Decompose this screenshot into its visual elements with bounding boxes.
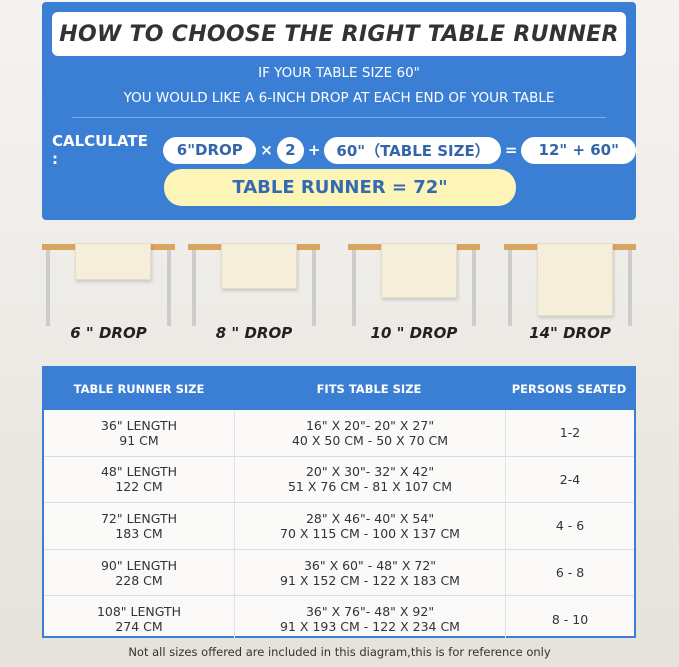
equals-sign: = (504, 141, 518, 159)
table-leg (192, 250, 196, 326)
result-pill: TABLE RUNNER = 72" (164, 169, 516, 206)
table-leg (508, 250, 512, 326)
size-inches: 48" LENGTH (100, 464, 178, 480)
fits-size-cell: 16" X 20"- 20" X 27" 40 X 50 CM - 50 X 70… (234, 410, 506, 456)
fits-inches: 20" X 30"- 32" X 42" (305, 464, 435, 480)
size-cm: 183 CM (115, 525, 163, 541)
table-row: 48" LENGTH 122 CM 20" X 30"- 32" X 42" 51 … (44, 455, 634, 503)
intro-line-1: IF YOUR TABLE SIZE 60" (258, 65, 420, 81)
persons-cell: 2-4 (559, 471, 581, 487)
table-leg (472, 250, 476, 326)
runner-size-cell: 36" LENGTH 91 CM (44, 418, 234, 448)
size-inches: 72" LENGTH (100, 510, 178, 526)
calculate-label: CALCULATE : (52, 132, 148, 168)
drop-label: 14" DROP (529, 324, 611, 342)
intro-line-2: YOU WOULD LIKE A 6-INCH DROP AT EACH END… (123, 90, 555, 106)
size-inches: 108" LENGTH (96, 604, 182, 620)
table-row: 108" LENGTH 274 CM 36" X 76"- 48" X 92" 91… (44, 595, 634, 642)
size-table: TABLE RUNNER SIZE FITS TABLE SIZE PERSON… (42, 366, 636, 642)
calculation-row: CALCULATE : 6"DROP × 2 + 60"（TABLE SIZE）… (52, 132, 636, 168)
runner-drape (537, 243, 613, 316)
persons-cell: 1-2 (559, 425, 581, 441)
runner-drape (381, 243, 457, 298)
persons-cell: 8 - 10 (551, 611, 589, 627)
drop-label: 8 " DROP (215, 324, 293, 342)
table-leg (352, 250, 356, 326)
fits-inches: 28" X 46"- 40" X 54" (305, 510, 435, 526)
calculation-panel: HOW TO CHOOSE THE RIGHT TABLE RUNNER IF … (42, 2, 636, 220)
header-persons: PERSONS SEATED (511, 382, 627, 396)
fits-cm: 70 X 115 CM - 100 X 137 CM (280, 525, 460, 541)
persons-cell: 4 - 6 (555, 518, 585, 534)
fits-size-cell: 36" X 60" - 48" X 72" 91 X 152 CM - 122 X… (234, 549, 506, 596)
divider (72, 117, 606, 118)
runner-size-cell: 90" LENGTH 228 CM (44, 558, 234, 588)
runner-drape (75, 243, 151, 280)
sum-pill: 12" + 60" (521, 136, 636, 164)
runner-size-cell: 48" LENGTH 122 CM (44, 464, 234, 494)
fits-cm: 91 X 152 CM - 122 X 183 CM (280, 572, 460, 588)
table-header: TABLE RUNNER SIZE FITS TABLE SIZE PERSON… (44, 368, 634, 410)
size-cm: 91 CM (119, 432, 159, 448)
drop-label: 6 " DROP (70, 324, 147, 342)
size-inches: 36" LENGTH (100, 417, 178, 433)
fits-inches: 16" X 20"- 20" X 27" (305, 417, 435, 433)
header-fits-size: FITS TABLE SIZE (316, 382, 422, 396)
fits-inches: 36" X 76"- 48" X 92" (305, 604, 435, 620)
runner-size-cell: 108" LENGTH 274 CM (44, 604, 234, 634)
times-sign: × (260, 141, 273, 159)
persons-cell: 6 - 8 (555, 565, 585, 581)
fits-size-cell: 20" X 30"- 32" X 42" 51 X 76 CM - 81 X 10… (234, 456, 506, 503)
page-title: HOW TO CHOOSE THE RIGHT TABLE RUNNER (52, 12, 626, 56)
size-inches: 90" LENGTH (100, 557, 178, 573)
table-leg (312, 250, 316, 326)
fits-cm: 91 X 193 CM - 122 X 234 CM (280, 619, 460, 635)
table-row: 90" LENGTH 228 CM 36" X 60" - 48" X 72" 91… (44, 548, 634, 596)
drop-pill: 6"DROP (163, 136, 257, 164)
plus-sign: + (307, 141, 321, 159)
header-runner-size: TABLE RUNNER SIZE (73, 382, 205, 396)
size-cm: 122 CM (115, 479, 163, 495)
table-row: 36" LENGTH 91 CM 16" X 20"- 20" X 27" 40 X… (44, 410, 634, 456)
runner-drape (221, 243, 297, 289)
fits-inches: 36" X 60" - 48" X 72" (303, 557, 437, 573)
runner-size-cell: 72" LENGTH 183 CM (44, 511, 234, 541)
drop-label: 10 " DROP (370, 324, 458, 342)
multiplier-pill: 2 (276, 136, 304, 164)
size-cm: 228 CM (115, 572, 163, 588)
size-cm: 274 CM (115, 619, 163, 635)
table-leg (46, 250, 50, 326)
fits-cm: 40 X 50 CM - 50 X 70 CM (291, 432, 449, 448)
table-leg (628, 250, 632, 326)
footnote: Not all sizes offered are included in th… (128, 645, 551, 659)
table-row: 72" LENGTH 183 CM 28" X 46"- 40" X 54" 70 … (44, 502, 634, 549)
fits-size-cell: 36" X 76"- 48" X 92" 91 X 193 CM - 122 X … (234, 596, 506, 642)
table-size-pill: 60"（TABLE SIZE） (324, 136, 501, 164)
fits-cm: 51 X 76 CM - 81 X 107 CM (287, 479, 453, 495)
fits-size-cell: 28" X 46"- 40" X 54" 70 X 115 CM - 100 X … (234, 503, 506, 549)
table-leg (167, 250, 171, 326)
